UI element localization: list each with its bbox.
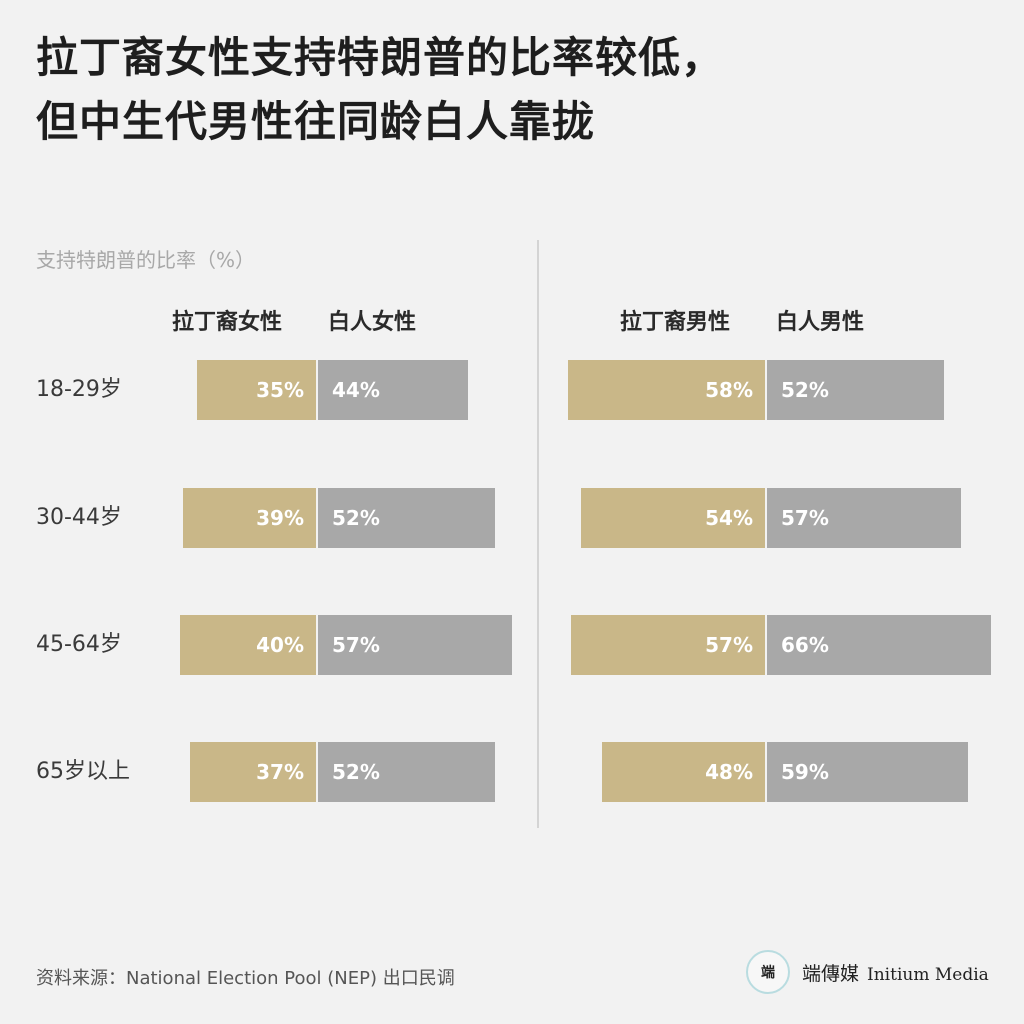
panel-divider	[537, 240, 539, 828]
bar-latino-men-0: 58%	[567, 360, 765, 420]
bar-white-women-3: 52%	[318, 742, 495, 802]
legend-white-men: 白人男性	[776, 310, 865, 335]
bar-latino-men-1: 54%	[581, 488, 765, 548]
bar-white-women-1: 52%	[318, 488, 495, 548]
bar-white-men-1: 57%	[767, 488, 961, 548]
bar-white-men-3: 59%	[767, 742, 968, 802]
bar-white-women-0: 44%	[318, 360, 468, 420]
bar-latino-women-2: 40%	[180, 615, 316, 675]
legend-latino-men: 拉丁裔男性	[620, 310, 731, 335]
publisher-logo: 端 端傳媒 Initium Media	[746, 948, 989, 996]
age-label-3: 65岁以上	[36, 759, 130, 784]
bar-latino-women-3: 37%	[190, 742, 316, 802]
logo-name-en: Initium Media	[867, 964, 989, 985]
chart-subtitle: 支持特朗普的比率（%）	[36, 248, 256, 272]
logo-name-cn: 端傳媒	[802, 962, 860, 985]
chart-title: 拉丁裔女性支持特朗普的比率较低， 但中生代男性往同龄白人靠拢	[36, 26, 724, 154]
bar-latino-women-1: 39%	[183, 488, 316, 548]
logo-wordmark: 端傳媒 Initium Media	[802, 959, 989, 986]
bar-latino-women-0: 35%	[197, 360, 316, 420]
age-label-0: 18-29岁	[36, 377, 122, 402]
bar-white-men-0: 52%	[767, 360, 944, 420]
source-note: 资料来源：National Election Pool (NEP) 出口民调	[36, 968, 455, 989]
logo-mark-icon: 端	[746, 950, 790, 994]
bar-latino-men-3: 48%	[601, 742, 765, 802]
age-label-2: 45-64岁	[36, 632, 122, 657]
age-label-1: 30-44岁	[36, 505, 122, 530]
bar-white-men-2: 66%	[767, 615, 992, 675]
bar-latino-men-2: 57%	[571, 615, 765, 675]
chart-title-line-2: 但中生代男性往同龄白人靠拢	[36, 97, 596, 146]
chart-title-line-1: 拉丁裔女性支持特朗普的比率较低，	[36, 33, 725, 82]
legend-white-women: 白人女性	[328, 310, 417, 335]
bar-white-women-2: 57%	[318, 615, 512, 675]
legend-latina-women: 拉丁裔女性	[172, 310, 283, 335]
